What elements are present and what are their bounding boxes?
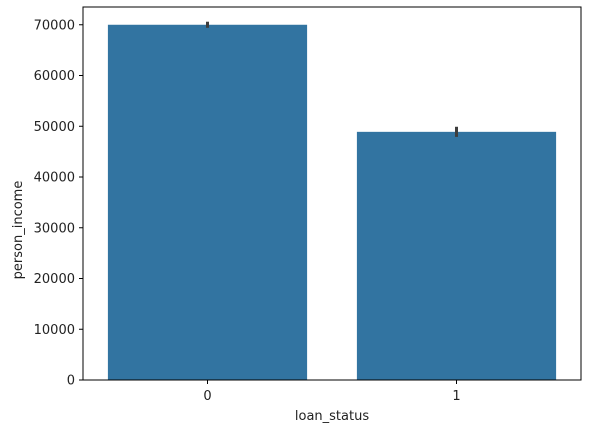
y-tick-label: 0: [67, 374, 75, 389]
error-bars-group: [206, 21, 458, 137]
y-tick-label: 60000: [34, 69, 75, 84]
y-tick-label: 40000: [34, 171, 75, 186]
y-tick-label: 10000: [34, 323, 75, 338]
plot-frame: [82, 6, 582, 381]
x-tick-label: 0: [203, 389, 211, 404]
x-tick-label: 1: [452, 389, 460, 404]
x-axis-label: loan_status: [295, 409, 369, 424]
bar-0: [107, 24, 308, 381]
bars-group: [107, 24, 557, 381]
y-tick-label: 50000: [34, 120, 75, 135]
y-axis-label: person_income: [11, 181, 26, 280]
y-axis: 0 10000 20000 30000 40000 50000 60000 70000: [34, 18, 83, 389]
y-tick-label: 20000: [34, 272, 75, 287]
bar-1: [356, 131, 557, 380]
y-tick-label: 30000: [34, 221, 75, 236]
y-tick-label: 70000: [34, 18, 75, 33]
